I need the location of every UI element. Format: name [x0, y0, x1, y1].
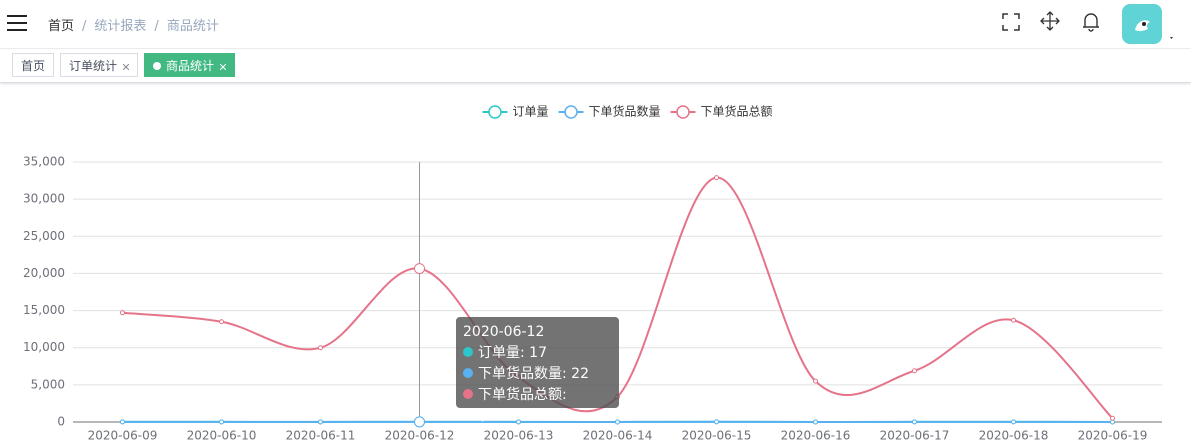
close-glyph: [122, 63, 130, 70]
tooltip-row: 订单量: 17: [463, 343, 612, 364]
tooltip-dot: [463, 347, 473, 357]
point: [714, 419, 719, 425]
breadcrumb-item[interactable]: 商品统计: [166, 19, 219, 34]
navbar: 首页 / 统计报表 / 商品统计: [0, 0, 1191, 49]
breadcrumb-separator: /: [154, 19, 159, 34]
hamburger[interactable]: [7, 14, 27, 32]
x-tick-label: 2020-06-14: [583, 429, 653, 440]
tooltip: 2020-06-12 订单量: 17 下单货品数量: 22 下单货品总额: 20,65…: [456, 317, 619, 424]
point: [615, 419, 620, 425]
y-tick-label: 25,000: [23, 229, 65, 243]
tooltip-text: 下单货品总额: 20,653: [463, 387, 567, 424]
tab[interactable]: 订单统计: [60, 53, 139, 77]
y-tick-label: 35,000: [23, 155, 65, 169]
point: [813, 378, 818, 384]
breadcrumb-item[interactable]: 统计报表: [94, 19, 147, 34]
point: [1110, 415, 1115, 421]
legend-item[interactable]: 下单货品总额: [670, 104, 773, 119]
x-tick-label: 2020-06-19: [1078, 429, 1148, 440]
fullscreen-icon[interactable]: [1002, 13, 1020, 31]
point: [1011, 419, 1016, 425]
legend-label: 订单量: [512, 105, 548, 119]
point: [414, 263, 425, 275]
tooltip-dot: [463, 389, 473, 399]
legend-label: 下单货品数量: [588, 104, 660, 119]
point: [813, 419, 818, 425]
breadcrumb: 首页 / 统计报表 / 商品统计: [48, 15, 227, 34]
tab-label: 商品统计: [166, 59, 215, 73]
point: [120, 310, 125, 316]
point: [120, 419, 125, 425]
x-tick-label: 2020-06-18: [979, 429, 1049, 440]
avatar[interactable]: [1122, 4, 1176, 44]
x-tick-label: 2020-06-13: [484, 429, 554, 440]
tab[interactable]: 商品统计: [144, 53, 236, 77]
legend-icon: [676, 105, 690, 119]
tab-close[interactable]: [219, 63, 227, 70]
x-tick-label: 2020-06-17: [880, 429, 950, 440]
y-tick-label: 20,000: [23, 266, 65, 280]
legend-label: 下单货品总额: [701, 104, 773, 119]
tooltip-text: 下单货品数量: 22: [478, 366, 589, 382]
point: [912, 419, 917, 425]
point: [414, 416, 425, 428]
point: [714, 175, 719, 181]
legend-icon: [488, 105, 502, 119]
size-icon[interactable]: [1040, 11, 1060, 31]
y-tick-label: 10,000: [23, 340, 65, 354]
x-tick-label: 2020-06-11: [286, 429, 356, 440]
bell-icon[interactable]: [1082, 12, 1100, 32]
tags-view: 首页 订单统计 商品统计: [0, 49, 1191, 83]
tab-label: 订单统计: [69, 59, 118, 73]
legend-item[interactable]: 订单量: [482, 105, 548, 119]
y-tick-label: 15,000: [23, 303, 65, 317]
point: [912, 368, 917, 374]
legend-icon: [564, 105, 578, 119]
point: [219, 419, 224, 425]
tooltip-text: 订单量: 17: [478, 345, 547, 361]
tab[interactable]: 首页: [12, 53, 55, 77]
y-tick-label: 30,000: [23, 192, 65, 206]
point: [1011, 317, 1016, 323]
close-glyph: [219, 63, 227, 70]
point: [516, 419, 521, 425]
x-tick-label: 2020-06-10: [187, 429, 257, 440]
tab-close[interactable]: [122, 63, 130, 70]
x-tick-label: 2020-06-12: [385, 429, 455, 440]
point: [219, 319, 224, 325]
x-tick-label: 2020-06-09: [88, 429, 158, 440]
breadcrumb-item[interactable]: 首页: [48, 19, 75, 34]
legend-item[interactable]: 下单货品数量: [558, 104, 661, 119]
tooltip-dot: [463, 368, 473, 378]
point: [318, 419, 323, 425]
point: [318, 345, 323, 351]
y-tick-label: 0: [57, 415, 65, 429]
tab-label: 首页: [21, 59, 46, 73]
tooltip-title: 2020-06-12: [463, 324, 545, 340]
tooltip-row: 下单货品总额: 20,653: [463, 385, 612, 427]
breadcrumb-separator: /: [82, 19, 87, 34]
tooltip-row: 下单货品数量: 22: [463, 364, 612, 385]
x-tick-label: 2020-06-15: [682, 429, 752, 440]
x-tick-label: 2020-06-16: [781, 429, 851, 440]
y-tick-label: 5,000: [31, 377, 65, 391]
